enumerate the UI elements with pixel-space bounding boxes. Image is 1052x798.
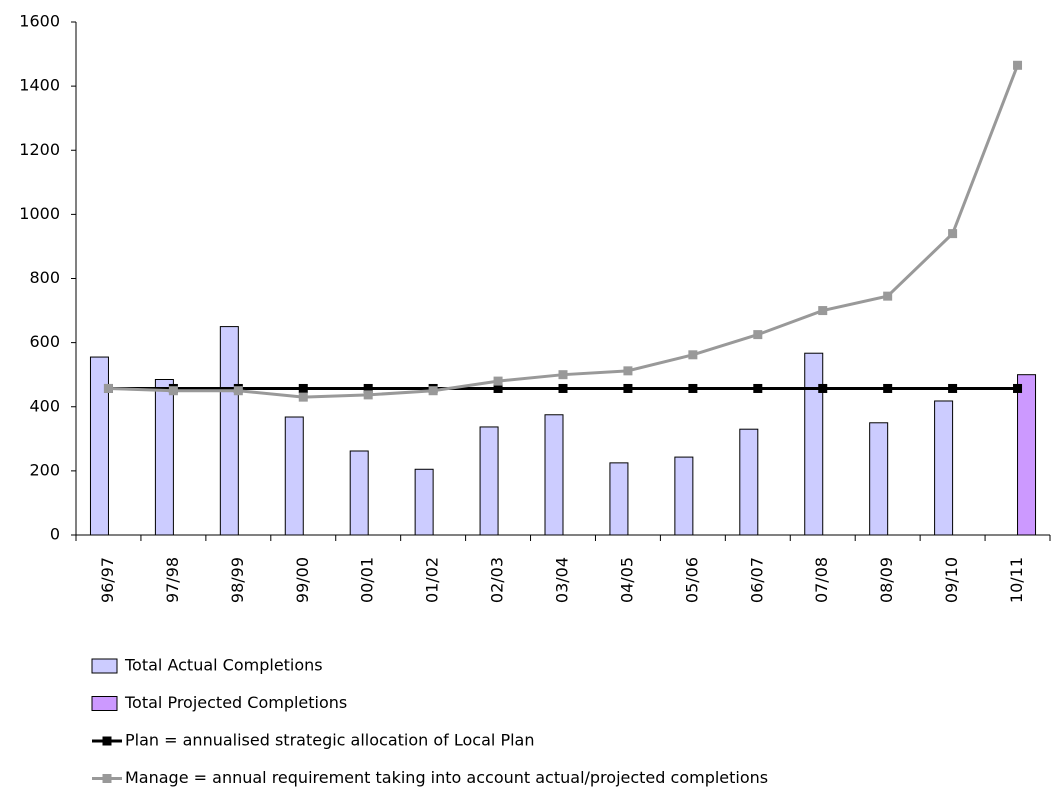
marker xyxy=(168,386,178,396)
marker xyxy=(233,386,243,396)
bar xyxy=(934,400,954,536)
marker xyxy=(688,383,698,393)
bar xyxy=(609,462,629,536)
y-tick-label: 800 xyxy=(29,268,60,287)
y-tick-label: 600 xyxy=(29,332,60,351)
x-tick-label: 99/00 xyxy=(293,557,312,603)
marker xyxy=(688,350,698,360)
bar xyxy=(89,356,109,536)
marker xyxy=(428,386,438,396)
y-tick-label: 1400 xyxy=(19,76,60,95)
bar xyxy=(804,352,824,536)
legend-marker xyxy=(102,774,112,783)
y-tick-label: 1200 xyxy=(19,140,60,159)
marker xyxy=(493,383,503,393)
bar xyxy=(219,326,239,536)
x-tick-label: 08/09 xyxy=(877,557,896,603)
marker xyxy=(363,390,373,400)
x-tick-label: 02/03 xyxy=(488,557,507,603)
legend-label: Manage = annual requirement taking into … xyxy=(125,768,768,787)
legend-swatch xyxy=(91,696,118,711)
marker xyxy=(1013,60,1023,70)
marker xyxy=(103,383,113,393)
marker xyxy=(818,306,828,316)
y-tick-label: 400 xyxy=(29,396,60,415)
legend-swatch xyxy=(91,658,118,674)
x-tick-label: 97/98 xyxy=(163,557,182,603)
x-tick-label: 00/01 xyxy=(358,557,377,603)
bar xyxy=(1017,374,1037,536)
x-tick-label: 03/04 xyxy=(553,557,572,603)
bar xyxy=(349,450,369,536)
line xyxy=(108,64,1019,399)
marker xyxy=(1013,383,1023,393)
y-tick-label: 1000 xyxy=(19,204,60,223)
y-tick-label: 0 xyxy=(50,525,60,544)
marker xyxy=(558,370,568,380)
bar xyxy=(869,422,889,536)
marker xyxy=(298,383,308,393)
x-tick-label: 04/05 xyxy=(617,557,636,603)
x-tick-label: 06/07 xyxy=(747,557,766,603)
marker xyxy=(883,383,893,393)
legend-label: Total Projected Completions xyxy=(124,693,347,712)
bar xyxy=(674,456,694,536)
marker xyxy=(623,383,633,393)
legend-label: Plan = annualised strategic allocation o… xyxy=(125,731,534,750)
x-tick-label: 01/02 xyxy=(423,557,442,603)
bar xyxy=(544,414,564,536)
x-tick-label: 98/99 xyxy=(228,557,247,603)
marker xyxy=(948,229,958,239)
bar xyxy=(154,378,174,536)
y-tick-label: 1600 xyxy=(19,12,60,31)
marker xyxy=(818,383,828,393)
bar xyxy=(284,416,304,536)
marker xyxy=(753,383,763,393)
marker xyxy=(753,330,763,340)
x-tick-label: 07/08 xyxy=(812,557,831,603)
marker xyxy=(363,383,373,393)
marker xyxy=(883,291,893,301)
marker xyxy=(623,366,633,376)
marker xyxy=(493,376,503,386)
x-tick-label: 09/10 xyxy=(942,557,961,603)
marker xyxy=(948,383,958,393)
legend-marker xyxy=(102,736,112,746)
x-tick-label: 10/11 xyxy=(1007,557,1026,603)
bar xyxy=(414,468,434,536)
marker xyxy=(298,392,308,402)
y-tick-label: 200 xyxy=(29,460,60,479)
x-tick-label: 05/06 xyxy=(682,557,701,603)
bar xyxy=(739,428,759,536)
legend-label: Total Actual Completions xyxy=(124,656,323,675)
bar xyxy=(479,426,499,536)
x-tick-label: 96/97 xyxy=(98,557,117,603)
marker xyxy=(558,383,568,393)
